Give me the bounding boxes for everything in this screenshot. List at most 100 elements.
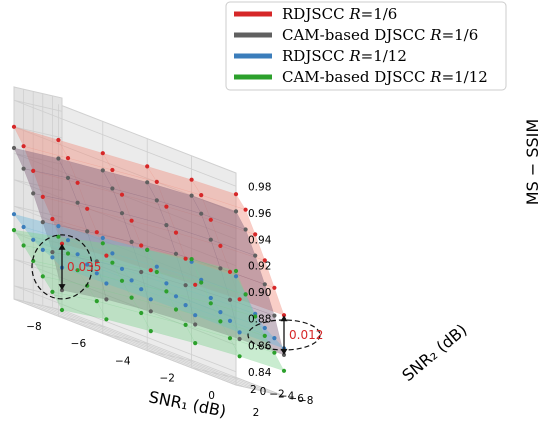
data-point — [164, 289, 169, 294]
data-point — [173, 251, 179, 256]
data-point — [145, 180, 150, 185]
data-point — [218, 319, 223, 324]
data-point — [218, 243, 223, 248]
data-point — [164, 204, 169, 209]
annotation-arrowhead — [58, 243, 66, 250]
data-point — [233, 274, 239, 279]
data-point — [227, 297, 233, 302]
data-point — [272, 313, 277, 318]
annotation-arrowhead — [280, 348, 288, 355]
data-point — [40, 274, 45, 279]
data-point — [189, 177, 194, 182]
data-point — [21, 144, 26, 149]
data-point — [253, 314, 258, 319]
data-points — [11, 124, 287, 373]
data-point — [199, 280, 204, 285]
z-tick-label: 0.96 — [248, 208, 272, 220]
data-point — [237, 330, 242, 335]
data-point — [110, 260, 115, 265]
data-point — [164, 281, 169, 286]
data-point — [262, 258, 267, 263]
data-point — [100, 168, 105, 173]
data-point — [56, 137, 61, 143]
data-point — [11, 145, 17, 151]
data-point — [193, 282, 198, 287]
grid-line-y — [32, 91, 256, 390]
grid-line-z — [13, 258, 237, 346]
data-point — [65, 251, 71, 256]
data-point — [110, 167, 115, 173]
x-axis-label: SNR₁ (dB) — [147, 387, 228, 421]
x-tick-label: −8 — [26, 321, 41, 333]
data-point — [31, 168, 36, 173]
grid-line-z — [13, 285, 237, 373]
data-point — [104, 253, 109, 258]
legend-entry-rate: R — [429, 68, 441, 86]
z-tick-label: 0.84 — [248, 367, 272, 379]
data-point — [154, 179, 159, 184]
data-point — [85, 262, 90, 267]
y-tick-label: 2 — [250, 384, 257, 396]
data-point — [148, 297, 153, 302]
data-point — [272, 285, 277, 290]
data-point — [193, 341, 198, 346]
data-point — [94, 259, 99, 264]
data-point — [75, 252, 80, 257]
data-point — [148, 329, 153, 334]
grid-line-y — [23, 89, 246, 388]
data-point — [11, 124, 17, 129]
data-point — [40, 220, 45, 225]
data-point — [56, 234, 61, 239]
annotation-arrowhead — [58, 284, 66, 291]
data-point — [104, 281, 109, 286]
data-point — [21, 243, 26, 248]
grid-line-z — [13, 179, 237, 267]
data-point — [183, 283, 188, 288]
z-tick-label: 0.98 — [248, 181, 271, 193]
data-point — [237, 336, 242, 342]
data-point — [208, 295, 213, 301]
legend-entry-value: =1/6 — [361, 5, 398, 23]
data-point — [243, 227, 248, 232]
legend-entry: CAM-based DJSCC R=1/6 — [282, 26, 478, 44]
annotation-label: 0.035 — [67, 260, 101, 274]
data-point — [129, 278, 134, 283]
data-point — [75, 268, 80, 273]
x-tick-label: 0 — [208, 390, 215, 402]
data-point — [173, 294, 179, 299]
data-point — [281, 368, 287, 373]
data-point — [193, 313, 198, 318]
data-point — [262, 333, 267, 338]
annotation-label: 0.012 — [289, 328, 323, 342]
data-point — [40, 194, 45, 199]
annotation-arrowhead — [280, 315, 288, 322]
y-tick-label: −4 — [279, 391, 295, 403]
z-tick-label: 0.90 — [248, 287, 271, 299]
data-point — [59, 307, 65, 313]
data-point — [145, 247, 150, 252]
data-point — [173, 230, 179, 235]
legend-entry-name: RDJSCC — [282, 47, 349, 65]
grid-line-y — [52, 95, 275, 395]
data-point — [100, 235, 105, 241]
data-point — [21, 224, 26, 230]
data-point — [129, 218, 134, 223]
data-point — [94, 230, 99, 235]
data-point — [59, 241, 65, 246]
legend-entry-value: =1/6 — [442, 26, 479, 44]
x-tick-label: −4 — [115, 355, 131, 367]
data-point — [243, 292, 248, 297]
legend-entry-value: =1/12 — [361, 47, 407, 65]
data-point — [139, 310, 144, 316]
data-point — [145, 164, 150, 169]
z-tick-label: 0.94 — [248, 234, 272, 246]
grid-line-y — [13, 87, 237, 386]
data-point — [227, 336, 233, 341]
data-point — [218, 310, 223, 315]
data-point — [119, 278, 125, 283]
data-point — [253, 253, 258, 258]
data-point — [208, 217, 213, 222]
data-point — [31, 237, 36, 242]
legend-entry-name: RDJSCC — [282, 5, 349, 23]
